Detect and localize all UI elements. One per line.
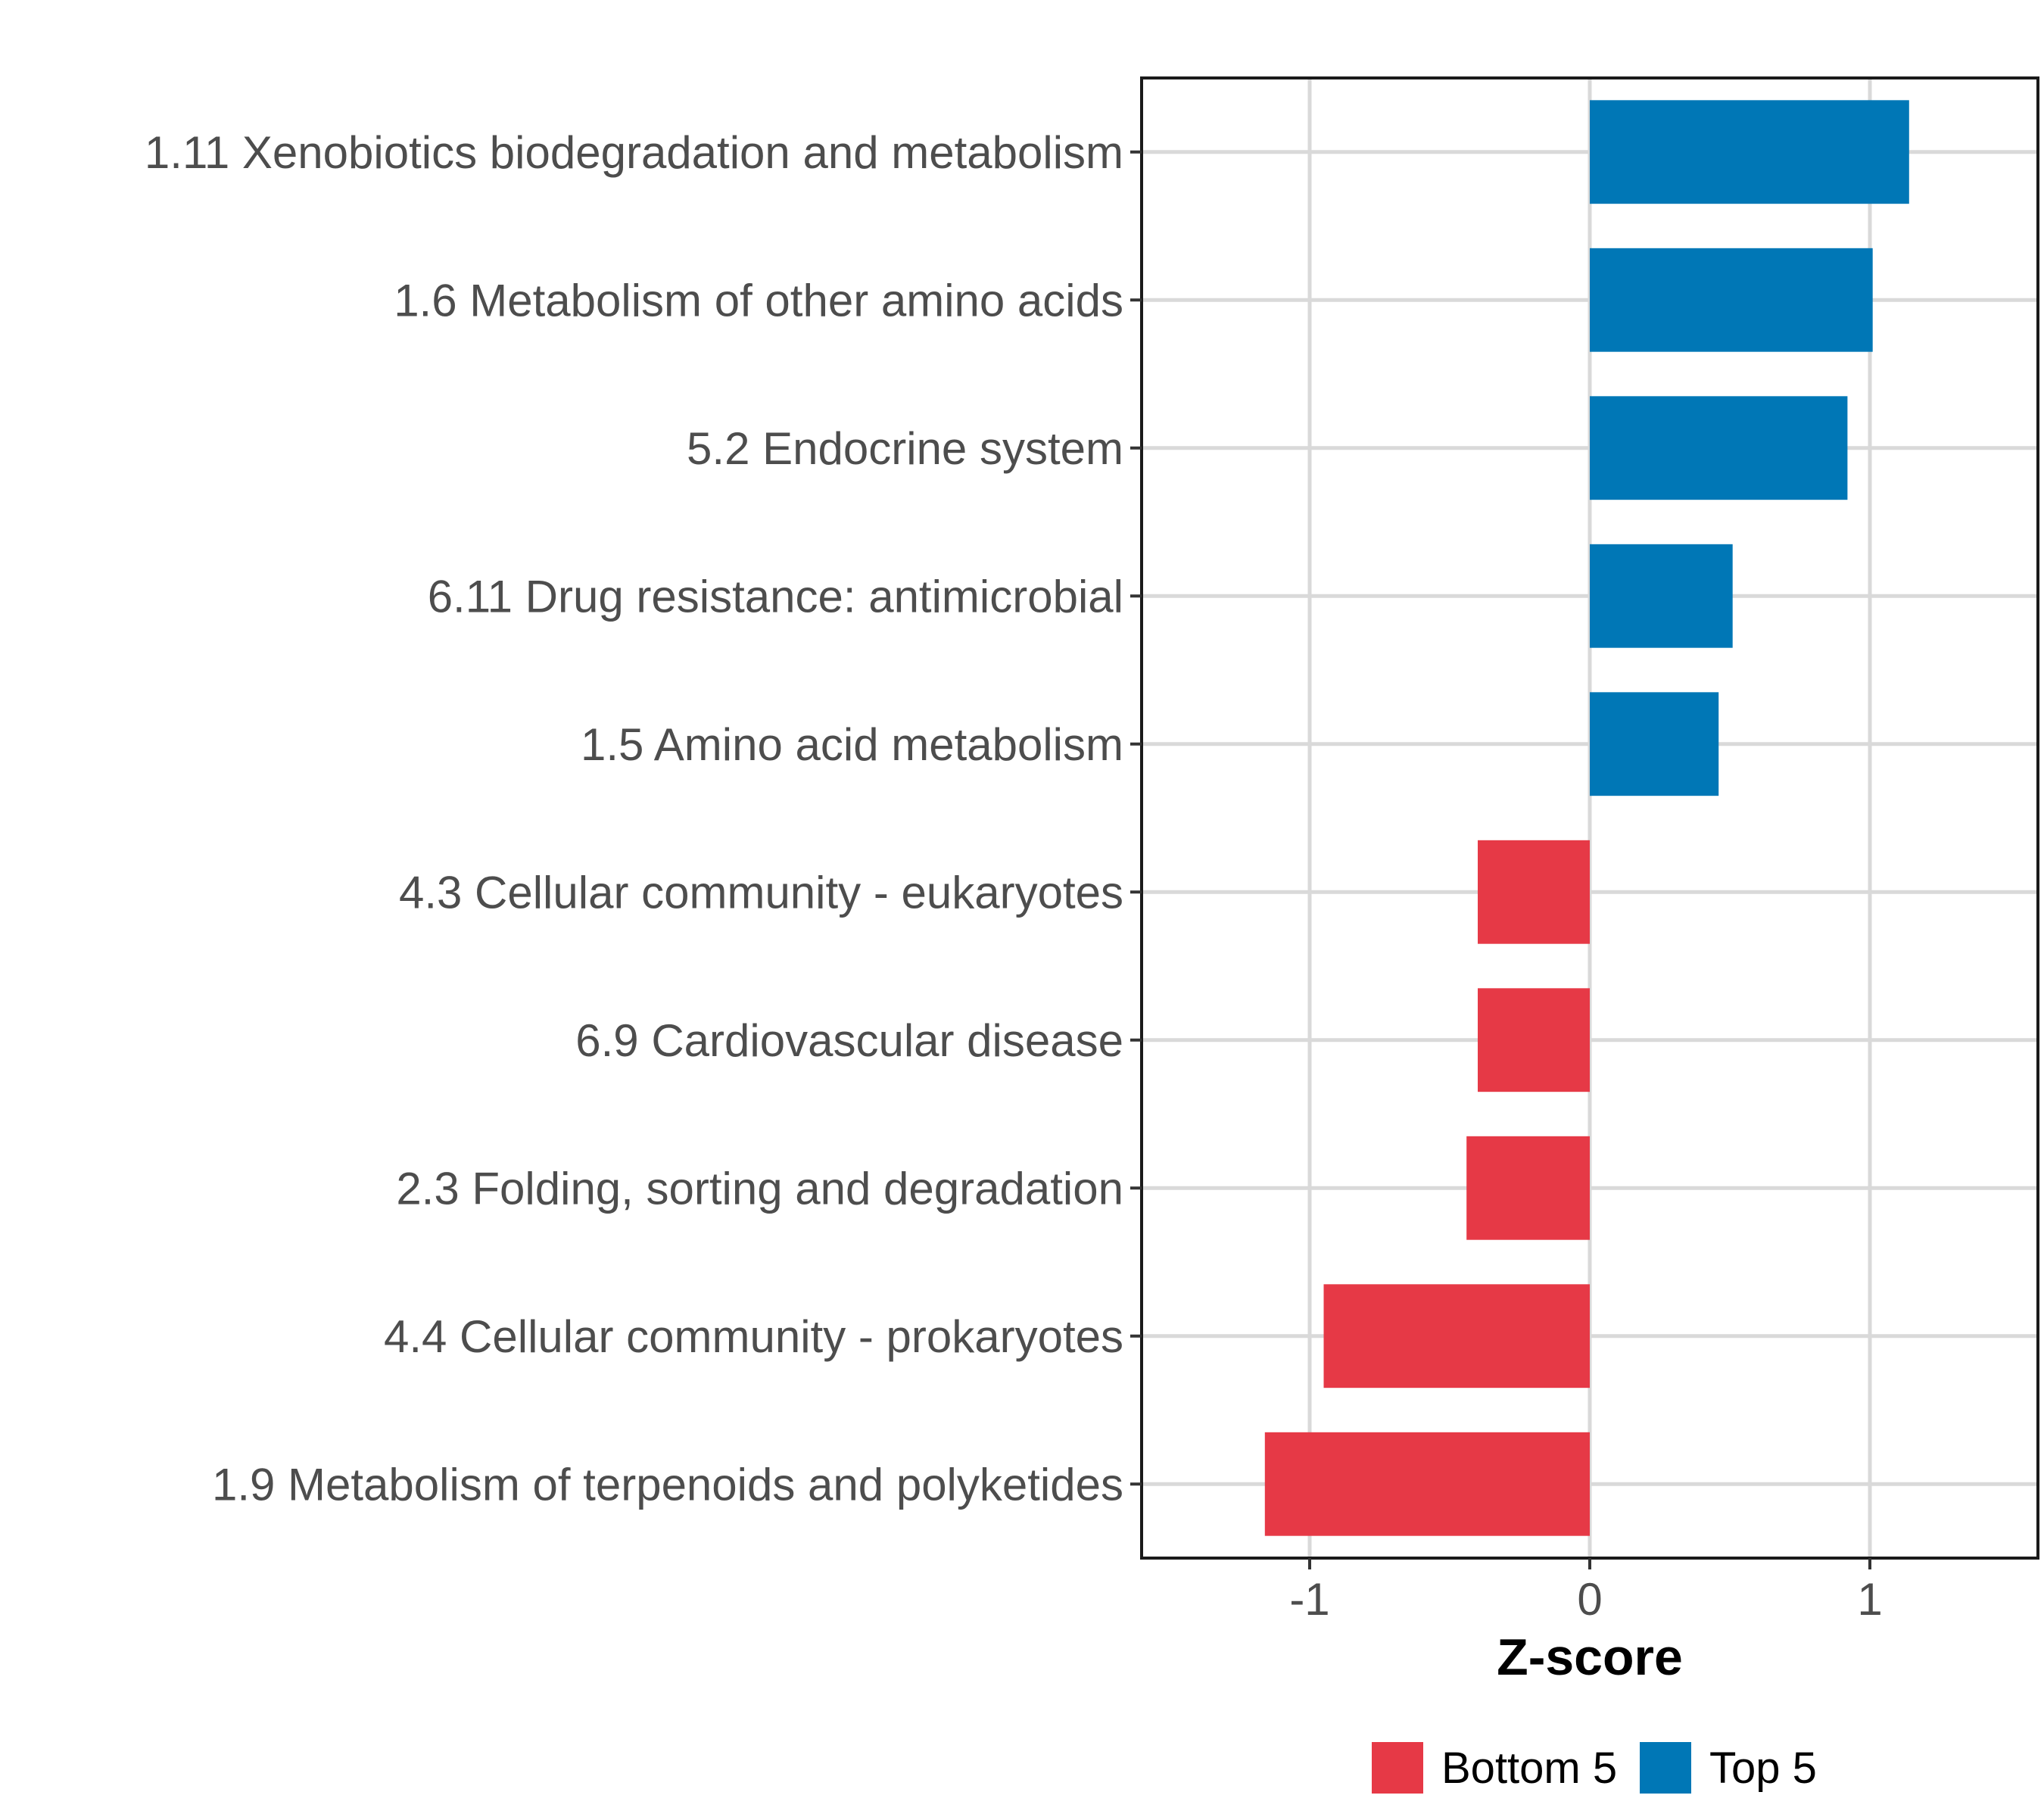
bar-top-2 — [1590, 248, 1873, 352]
legend-swatch-bottom-5 — [1372, 1742, 1423, 1794]
x-axis: -1 0 1 — [1289, 1558, 1883, 1625]
y-tick-label: 1.5 Amino acid metabolism — [581, 719, 1123, 770]
bar-bottom-10 — [1264, 1432, 1590, 1536]
y-tick-label: 4.4 Cellular community - prokaryotes — [384, 1311, 1123, 1362]
y-axis: 1.11 Xenobiotics biodegradation and meta… — [145, 127, 1142, 1510]
x-tick-label: 0 — [1577, 1574, 1602, 1625]
bar-bottom-8 — [1466, 1136, 1590, 1240]
x-axis-title: Z-score — [1497, 1628, 1683, 1686]
y-tick-label: 6.9 Cardiovascular disease — [575, 1015, 1123, 1066]
y-tick-label: 6.11 Drug resistance: antimicrobial — [428, 571, 1123, 622]
bar-bottom-7 — [1478, 988, 1590, 1092]
y-tick-label: 4.3 Cellular community - eukaryotes — [399, 867, 1123, 918]
bar-bottom-6 — [1478, 840, 1590, 944]
legend-label-bottom-5: Bottom 5 — [1441, 1744, 1617, 1793]
y-tick-label: 2.3 Folding, sorting and degradation — [396, 1163, 1123, 1214]
legend-label-top-5: Top 5 — [1709, 1744, 1817, 1793]
legend: Bottom 5 Top 5 — [1372, 1742, 1817, 1794]
bar-layer — [1264, 100, 1909, 1536]
bar-top-5 — [1590, 692, 1719, 796]
y-tick-label: 1.6 Metabolism of other amino acids — [394, 275, 1123, 326]
x-tick-label: 1 — [1857, 1574, 1882, 1625]
x-tick-label: -1 — [1289, 1574, 1329, 1625]
bar-top-4 — [1590, 544, 1733, 648]
legend-swatch-top-5 — [1640, 1742, 1691, 1794]
bar-bottom-9 — [1323, 1284, 1590, 1388]
bar-top-3 — [1590, 396, 1848, 500]
y-tick-label: 1.11 Xenobiotics biodegradation and meta… — [145, 127, 1123, 178]
bar-top-1 — [1590, 100, 1909, 204]
y-tick-label: 1.9 Metabolism of terpenoids and polyket… — [212, 1459, 1123, 1510]
y-tick-label: 5.2 Endocrine system — [687, 423, 1123, 474]
